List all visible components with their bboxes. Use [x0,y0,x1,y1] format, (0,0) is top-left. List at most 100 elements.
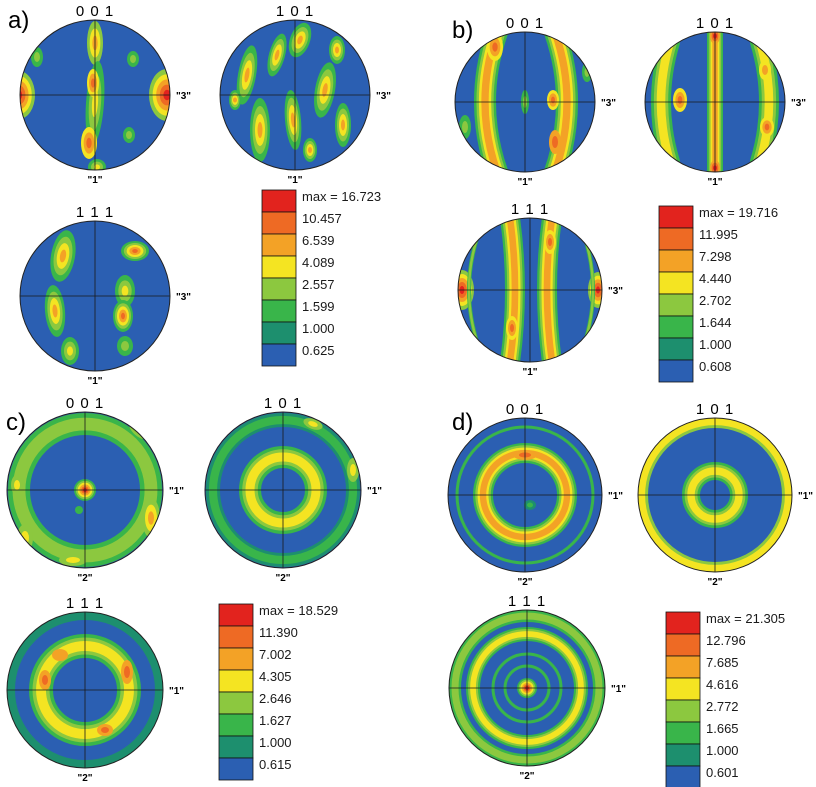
legend-value: 4.089 [302,255,335,270]
legend-swatch [665,611,701,635]
legend-value: 10.457 [302,211,342,226]
color-legend: max = 16.723 10.457 6.539 4.089 2.557 1.599 1.… [261,189,381,367]
bottom-axis-label: "1" [517,177,532,188]
legend-value: max = 18.529 [259,603,338,618]
right-axis-label: "1" [608,491,623,502]
right-axis-label: "3" [601,98,616,109]
legend-value: 1.000 [302,321,335,336]
legend-swatch [261,299,297,323]
legend-value: 1.599 [302,299,335,314]
pole-figure-title: 0 0 1 [506,401,544,418]
panel-label: a) [8,7,29,34]
right-axis-label: "3" [176,91,191,102]
legend-swatch [261,277,297,301]
pole-figure-title: 1 1 1 [66,595,104,612]
right-axis-label: "1" [367,486,382,497]
legend-swatch [261,321,297,345]
legend-swatch [658,227,694,251]
legend-swatch [261,255,297,279]
panel-label: b) [452,17,473,44]
right-axis-label: "1" [169,486,184,497]
pole-figure-outline [457,217,603,363]
legend-value: 4.616 [706,677,739,692]
legend-value: 0.625 [302,343,335,358]
legend-swatch [658,315,694,339]
legend-value: max = 21.305 [706,611,785,626]
legend-value: max = 19.716 [699,205,778,220]
legend-swatch [218,603,254,627]
bottom-axis-label: "1" [707,177,722,188]
panel-label: d) [452,409,473,436]
pole-figure-outline [6,411,164,569]
pole-figure-outline [204,411,362,569]
legend-swatch [665,633,701,657]
legend-swatch [658,249,694,273]
pole-figure-title: 1 0 1 [264,395,302,412]
legend-value: 11.390 [259,625,298,640]
legend-swatch [665,721,701,745]
legend-swatch [218,735,254,759]
legend-value: 1.627 [259,713,292,728]
legend-swatch [261,233,297,257]
pole-figure-title: 1 1 1 [511,201,549,218]
bottom-axis-label: "2" [517,577,532,588]
legend-swatch [261,211,297,235]
pole-figure-outline [454,31,596,173]
legend-value: 2.646 [259,691,292,706]
pole-figure-title: 1 0 1 [276,3,314,20]
color-legend: max = 21.305 12.796 7.685 4.616 2.772 1.665 1.… [665,611,785,787]
pole-figure-outline [19,220,171,372]
legend-swatch [261,189,297,213]
legend-swatch [218,713,254,737]
legend-value: 1.000 [706,743,739,758]
pole-figure-outline [447,417,603,573]
legend-value: 0.601 [706,765,739,780]
bottom-axis-label: "2" [707,577,722,588]
legend-value: 7.002 [259,647,292,662]
bottom-axis-label: "1" [287,175,302,186]
right-axis-label: "3" [376,91,391,102]
legend-swatch [658,293,694,317]
legend-swatch [218,669,254,693]
legend-swatch [665,765,701,787]
legend-value: 1.000 [699,337,732,352]
legend-swatch [218,625,254,649]
right-axis-label: "3" [791,98,806,109]
legend-value: max = 16.723 [302,189,381,204]
legend-value: 2.772 [706,699,739,714]
pole-figure-outline [219,19,371,171]
legend-value: 1.665 [706,721,739,736]
pole-figure-outline [6,611,164,769]
pole-figure-outline [448,609,606,767]
right-axis-label: "3" [176,292,191,303]
legend-value: 7.685 [706,655,739,670]
legend-swatch [665,655,701,679]
bottom-axis-label: "2" [275,573,290,584]
pole-figure-title: 1 1 1 [76,204,114,221]
pole-figure-outline [637,417,793,573]
pole-figure-title: 1 0 1 [696,15,734,32]
legend-value: 12.796 [706,633,746,648]
legend-value: 7.298 [699,249,732,264]
panel-label: c) [6,409,26,436]
legend-swatch [665,677,701,701]
pole-figure-title: 1 0 1 [696,401,734,418]
legend-swatch [658,271,694,295]
pole-figure-title: 0 0 1 [76,3,114,20]
bottom-axis-label: "1" [87,376,102,387]
legend-value: 1.644 [699,315,732,330]
legend-value: 6.539 [302,233,335,248]
bottom-axis-label: "2" [77,573,92,584]
pole-figure [20,20,170,170]
color-legend: max = 19.716 11.995 7.298 4.440 2.702 1.644 1.… [658,205,778,383]
pole-figure-outline [644,31,786,173]
pole-figure-title: 0 0 1 [506,15,544,32]
color-legend: max = 18.529 11.390 7.002 4.305 2.646 1.627 1.… [218,603,338,781]
legend-swatch [658,205,694,229]
legend-swatch [658,359,694,383]
bottom-axis-label: "2" [519,771,534,782]
legend-swatch [218,647,254,671]
legend-swatch [665,743,701,767]
legend-value: 4.305 [259,669,292,684]
legend-swatch [218,757,254,781]
